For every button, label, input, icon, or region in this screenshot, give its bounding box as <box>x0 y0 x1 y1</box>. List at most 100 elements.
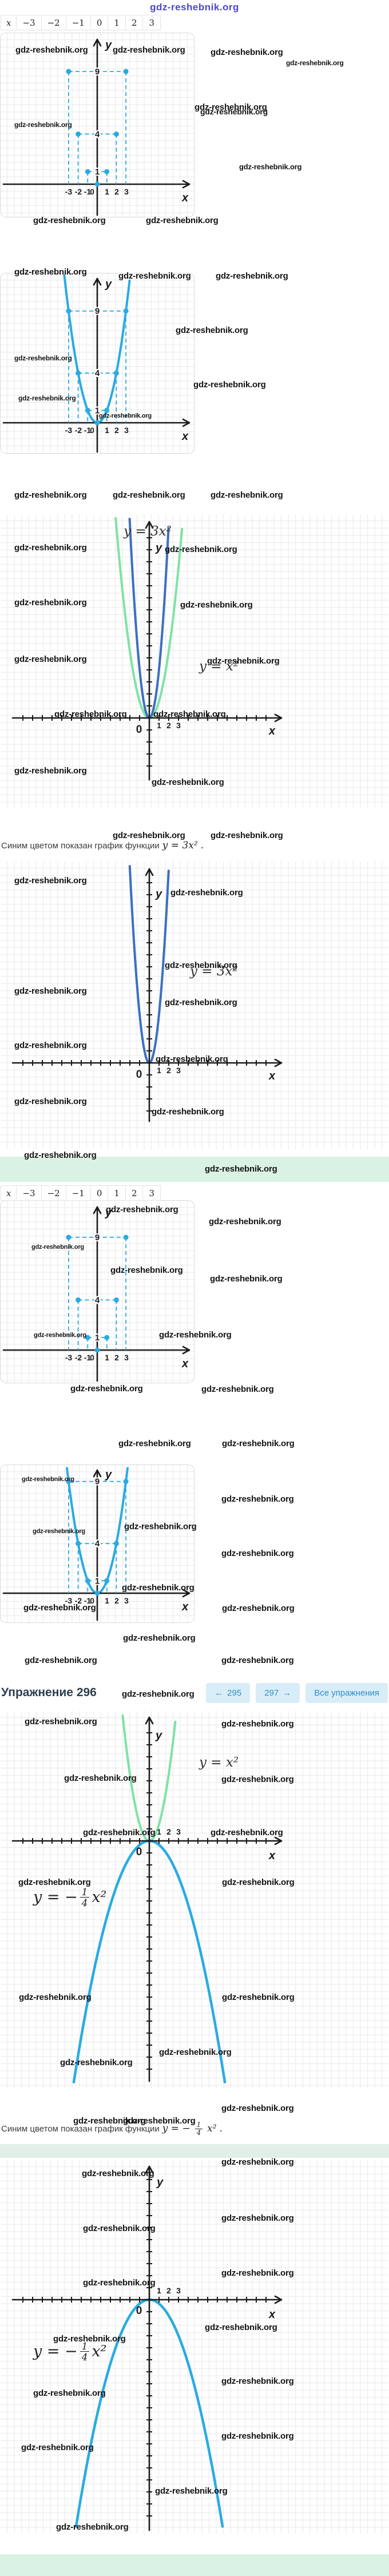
y-value-label: 9 <box>95 1477 100 1487</box>
watermark: gdz-reshebnik.org <box>14 490 87 500</box>
table-header-x: x <box>0 15 17 30</box>
data-point <box>94 1590 100 1596</box>
watermark: gdz-reshebnik.org <box>221 2376 294 2386</box>
table-cell: −1 <box>65 1185 91 1201</box>
caption-text: Синим цветом показан график функции <box>1 840 160 851</box>
watermark: gdz-reshebnik.org <box>113 45 185 55</box>
watermark: gdz-reshebnik.org <box>205 1164 277 1174</box>
data-point <box>104 407 110 413</box>
y-axis-label: y <box>155 1729 162 1742</box>
watermark: gdz-reshebnik.org <box>25 1717 97 1726</box>
watermark: gdz-reshebnik.org <box>34 1332 86 1339</box>
data-point <box>66 308 72 314</box>
watermark: gdz-reshebnik.org <box>14 267 87 277</box>
y-axis-label: y <box>105 278 112 291</box>
table-cell: 1 <box>108 1185 126 1201</box>
next-exercise-button[interactable]: 297 → <box>256 1682 300 1703</box>
watermark: gdz-reshebnik.org <box>216 271 288 281</box>
axis-tick-label: 1 <box>105 1353 109 1362</box>
x-axis-label: x <box>268 1070 276 1082</box>
graph-3x2-chart: y y = 3x² 0 1 2 3 x <box>1 862 388 1149</box>
table-cell: −3 <box>16 1185 42 1201</box>
y-axis-label: y <box>155 888 162 900</box>
watermark: gdz-reshebnik.org <box>118 271 191 281</box>
watermark: gdz-reshebnik.org <box>14 654 87 664</box>
watermark: gdz-reshebnik.org <box>31 1244 84 1251</box>
axis-tick-label: 0 <box>136 2305 142 2317</box>
watermark: gdz-reshebnik.org <box>222 1439 295 1448</box>
axis-tick-label: -2 <box>75 1596 82 1605</box>
axis-tick-label: -3 <box>65 187 73 196</box>
data-point <box>66 69 72 74</box>
compare-x2-neg-quarter-chart: y y = x² 1 2 3 0 x <box>1 1711 388 2089</box>
axis-tick-label: 1 <box>105 1596 109 1605</box>
data-point <box>123 1479 129 1485</box>
watermark: gdz-reshebnik.org <box>146 216 219 225</box>
watermark: gdz-reshebnik.org <box>221 1775 294 1784</box>
compare-3x2-x2-chart: y = 3x² y y = x² 0 1 2 3 x <box>1 514 388 808</box>
data-point <box>85 1578 90 1583</box>
axis-tick-label: 1 <box>157 721 161 730</box>
all-exercises-button[interactable]: Все упражнения <box>305 1682 388 1703</box>
data-point <box>94 420 100 426</box>
axis-tick-label: 3 <box>176 721 181 730</box>
prev-exercise-button[interactable]: ← 295 <box>206 1682 251 1703</box>
axis-tick-label: 2 <box>114 187 119 196</box>
table-cell: 3 <box>142 1185 161 1201</box>
data-point <box>76 1541 81 1546</box>
watermark: gdz-reshebnik.org <box>209 1217 281 1227</box>
watermark: gdz-reshebnik.org <box>155 2486 228 2496</box>
caption-text: Синим цветом показан график функции <box>1 2123 160 2134</box>
exercise-header: Упражнение 296 ← 295 297 → Все упражнени… <box>0 1680 389 1706</box>
watermark: gdz-reshebnik.org <box>54 709 127 719</box>
data-point <box>76 1297 81 1303</box>
axis-tick-label: 0 <box>90 1596 94 1605</box>
watermark: gdz-reshebnik.org <box>18 394 76 402</box>
watermark: gdz-reshebnik.org <box>211 47 283 57</box>
y-value-label: 4 <box>95 129 100 139</box>
watermark: gdz-reshebnik.org <box>193 380 266 390</box>
watermark: gdz-reshebnik.org <box>14 986 87 996</box>
x-axis-label: x <box>268 2308 276 2321</box>
table-cell: −2 <box>41 15 66 30</box>
watermark: gdz-reshebnik.org <box>153 709 226 719</box>
axis-tick-label: 2 <box>114 1596 119 1605</box>
watermark: gdz-reshebnik.org <box>222 1878 295 1887</box>
watermark: gdz-reshebnik.org <box>18 1878 91 1887</box>
next-exercise-number: 297 <box>264 1688 279 1698</box>
watermark: gdz-reshebnik.org <box>165 545 237 554</box>
axis-tick-label: 3 <box>124 1596 129 1605</box>
left-arrow-icon: ← <box>215 1688 224 1698</box>
y-axis-label: y <box>105 1468 112 1481</box>
right-arrow-icon: → <box>283 1688 292 1698</box>
watermark: gdz-reshebnik.org <box>123 1633 196 1643</box>
axis-tick-label: 3 <box>176 2286 181 2295</box>
watermark: gdz-reshebnik.org <box>221 2213 294 2223</box>
watermark: gdz-reshebnik.org <box>286 59 344 67</box>
curve-label-x2: y = x² <box>199 659 239 674</box>
data-point <box>113 370 119 376</box>
table-cell: 2 <box>125 1185 144 1201</box>
watermark: gdz-reshebnik.org <box>110 1265 183 1275</box>
data-point <box>113 1297 119 1303</box>
x-axis-label: x <box>268 725 276 737</box>
axis-tick-label: -3 <box>65 1353 73 1362</box>
watermark: gdz-reshebnik.org <box>210 1274 283 1284</box>
table-cell: 3 <box>142 15 161 30</box>
axis-tick-label: 2 <box>166 721 171 730</box>
y-axis-label: y <box>156 2176 164 2189</box>
axis-tick-label: 3 <box>124 1353 129 1362</box>
watermark: gdz-reshebnik.org <box>33 1528 85 1535</box>
x-values-table-2: x −3 −2 −1 0 1 2 3 <box>0 1185 161 1201</box>
y-value-label: 1 <box>95 167 100 177</box>
watermark: gdz-reshebnik.org <box>222 1992 295 2002</box>
axis-tick-label: 1 <box>157 2286 161 2295</box>
axis-tick-label: -2 <box>75 1353 82 1362</box>
watermark: gdz-reshebnik.org <box>22 1476 74 1483</box>
watermark: gdz-reshebnik.org <box>221 2431 294 2441</box>
axis-tick-label: 0 <box>136 724 142 736</box>
data-point <box>94 1347 100 1353</box>
watermark: gdz-reshebnik.org <box>64 1773 137 1783</box>
axis-tick-label: 0 <box>90 187 94 196</box>
